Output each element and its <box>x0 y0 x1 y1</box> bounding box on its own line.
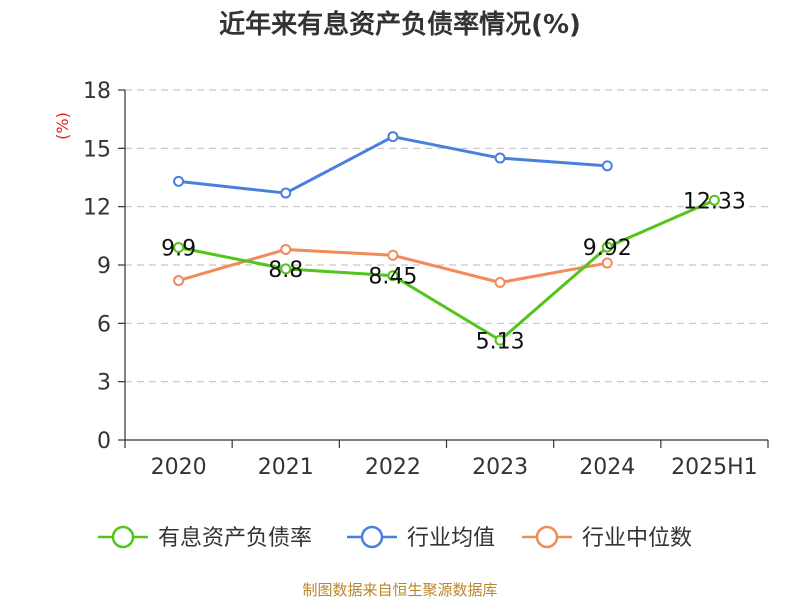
y-tick-label: 9 <box>97 254 111 279</box>
series-line <box>178 135 608 195</box>
data-point <box>494 277 506 288</box>
x-tick-label: 2024 <box>579 455 635 480</box>
data-point <box>280 187 292 199</box>
data-label: 12.33 <box>683 189 746 214</box>
y-tick-label: 12 <box>83 196 111 221</box>
data-point <box>601 241 613 253</box>
data-point <box>708 194 720 206</box>
legend-swatch-marker <box>535 525 559 549</box>
y-tick-label: 3 <box>97 371 111 396</box>
data-point <box>494 152 506 164</box>
chart-title: 近年来有息资产负债率情况(%) <box>219 9 581 40</box>
axes: 0 3 6 9 12 15 18 2020 2021 2022 2023 2024 2025H1 <box>83 79 769 480</box>
legend-swatch-marker <box>111 525 135 549</box>
x-tick-label: 2020 <box>151 455 207 480</box>
x-tick-label: 2023 <box>472 455 528 480</box>
data-labels: 9.9 8.8 8.45 5.13 9.92 12.33 <box>161 189 746 354</box>
y-tick-label: 6 <box>97 312 111 337</box>
y-tick-label: 15 <box>83 137 111 162</box>
legend: 有息资产负债率 行业均值 行业中位数 <box>98 525 692 551</box>
series-layer <box>173 131 720 346</box>
data-point <box>173 242 185 253</box>
data-point <box>280 243 292 255</box>
grid <box>125 89 768 383</box>
data-label: 9.92 <box>583 236 632 261</box>
y-tick-label: 18 <box>83 79 111 104</box>
data-label: 9.9 <box>161 237 196 262</box>
legend-label: 有息资产负债率 <box>158 526 312 551</box>
data-point <box>387 131 399 143</box>
legend-label: 行业中位数 <box>582 526 692 551</box>
data-point <box>601 160 613 172</box>
data-point <box>387 249 399 261</box>
x-tick-label: 2021 <box>258 455 314 480</box>
y-axis-unit: (%) <box>53 112 72 140</box>
data-point <box>173 175 185 187</box>
y-tick-label: 0 <box>97 429 111 454</box>
source-note: 制图数据来自恒生聚源数据库 <box>302 581 497 599</box>
series-line <box>178 198 716 342</box>
x-tick-label: 2025H1 <box>671 455 758 480</box>
data-label: 8.45 <box>368 265 417 290</box>
data-label: 8.8 <box>268 258 303 283</box>
x-tick-label: 2022 <box>365 455 421 480</box>
data-label: 5.13 <box>476 329 525 354</box>
legend-label: 行业均值 <box>407 526 495 551</box>
legend-swatch-marker <box>360 525 384 549</box>
data-point <box>387 270 399 282</box>
data-point <box>494 334 506 346</box>
data-point <box>280 263 292 275</box>
data-point <box>601 257 613 269</box>
data-point <box>173 275 185 287</box>
